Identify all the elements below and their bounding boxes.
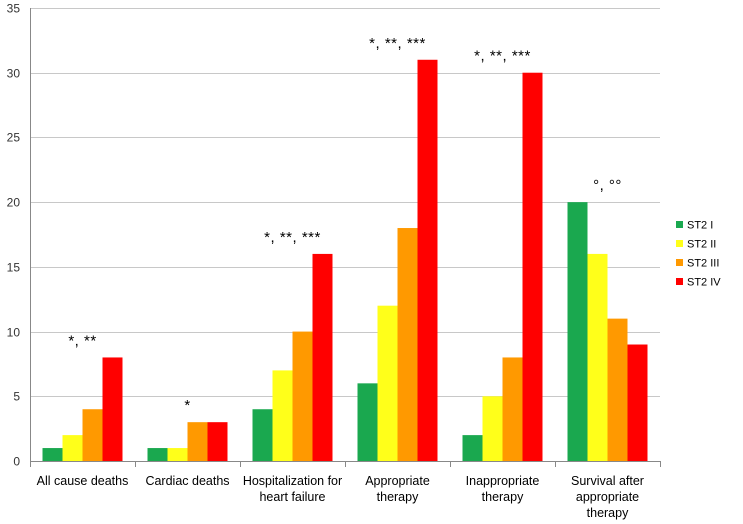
category-label: Inappropriate: [466, 474, 540, 488]
bar-st2-iv-cat-0: [102, 357, 123, 461]
bar-st2-iv-cat-3: [417, 59, 438, 462]
legend-swatch: [676, 240, 683, 247]
y-tick-label: 30: [7, 67, 21, 81]
bar-st2-i-cat-3: [357, 383, 378, 461]
y-tick-label: 5: [13, 390, 20, 404]
bar-st2-iv-cat-1: [207, 422, 228, 461]
legend: ST2 I ST2 II ST2 III ST2 IV: [676, 220, 721, 289]
gridlines: [30, 8, 660, 462]
bar-st2-iv-cat-2: [312, 253, 333, 461]
category-label: All cause deaths: [37, 474, 129, 488]
bar-st2-ii-cat-5: [587, 253, 608, 461]
bar-st2-ii-cat-3: [377, 305, 398, 461]
y-tick-label: 15: [7, 261, 21, 275]
category-label: Hospitalization for: [243, 474, 342, 488]
legend-swatch: [676, 221, 683, 228]
bar-st2-i-cat-0: [42, 448, 63, 461]
significance-label: *, **, ***: [474, 48, 531, 65]
significance-label: *, **: [68, 332, 96, 349]
category-label: therapy: [377, 490, 419, 504]
bar-st2-ii-cat-0: [62, 435, 83, 461]
category-label: Cardiac deaths: [145, 474, 229, 488]
bar-st2-iv-cat-4: [522, 72, 543, 461]
bar-st2-iii-cat-4: [502, 357, 523, 461]
category-label: Appropriate: [365, 474, 430, 488]
y-tick-label: 35: [7, 2, 21, 16]
category-label: Survival after: [571, 474, 644, 488]
bar-st2-i-cat-5: [567, 202, 588, 461]
category-label: appropriate: [576, 490, 639, 504]
y-axis: 0 5 10 15 20 25 30 35: [7, 2, 31, 469]
y-tick-label: 25: [7, 131, 21, 145]
bar-st2-i-cat-2: [252, 409, 273, 461]
bars: [42, 59, 648, 462]
bar-st2-iii-cat-3: [397, 228, 418, 461]
bar-st2-i-cat-4: [462, 435, 483, 461]
y-tick-label: 10: [7, 326, 21, 340]
legend-label: ST2 III: [687, 258, 719, 270]
significance-label: *: [184, 397, 190, 414]
y-tick-label: 20: [7, 196, 21, 210]
bar-st2-iii-cat-5: [607, 318, 628, 461]
legend-swatch: [676, 259, 683, 266]
bar-st2-i-cat-1: [147, 448, 168, 461]
bar-st2-iii-cat-0: [82, 409, 103, 461]
category-label: heart failure: [259, 490, 325, 504]
significance-label: °, °°: [593, 177, 622, 194]
significance-annotations: *, ** * *, **, *** *, **, *** *, **, *** °, °…: [68, 35, 622, 414]
bar-st2-ii-cat-2: [272, 370, 293, 461]
legend-label: ST2 II: [687, 239, 716, 251]
y-tick-label: 0: [13, 455, 20, 469]
legend-label: ST2 IV: [687, 277, 721, 289]
bar-st2-iv-cat-5: [627, 344, 648, 461]
bar-st2-ii-cat-4: [482, 396, 503, 461]
category-label: therapy: [587, 506, 629, 520]
legend-label: ST2 I: [687, 220, 713, 232]
bar-st2-iii-cat-2: [292, 331, 313, 461]
bar-st2-ii-cat-1: [167, 448, 188, 461]
bar-st2-iii-cat-1: [187, 422, 208, 461]
x-axis: All cause deaths Cardiac deaths Hospitaliz…: [30, 461, 661, 520]
legend-swatch: [676, 278, 683, 285]
significance-label: *, **, ***: [369, 35, 426, 52]
category-label: therapy: [482, 490, 524, 504]
significance-label: *, **, ***: [264, 229, 321, 246]
